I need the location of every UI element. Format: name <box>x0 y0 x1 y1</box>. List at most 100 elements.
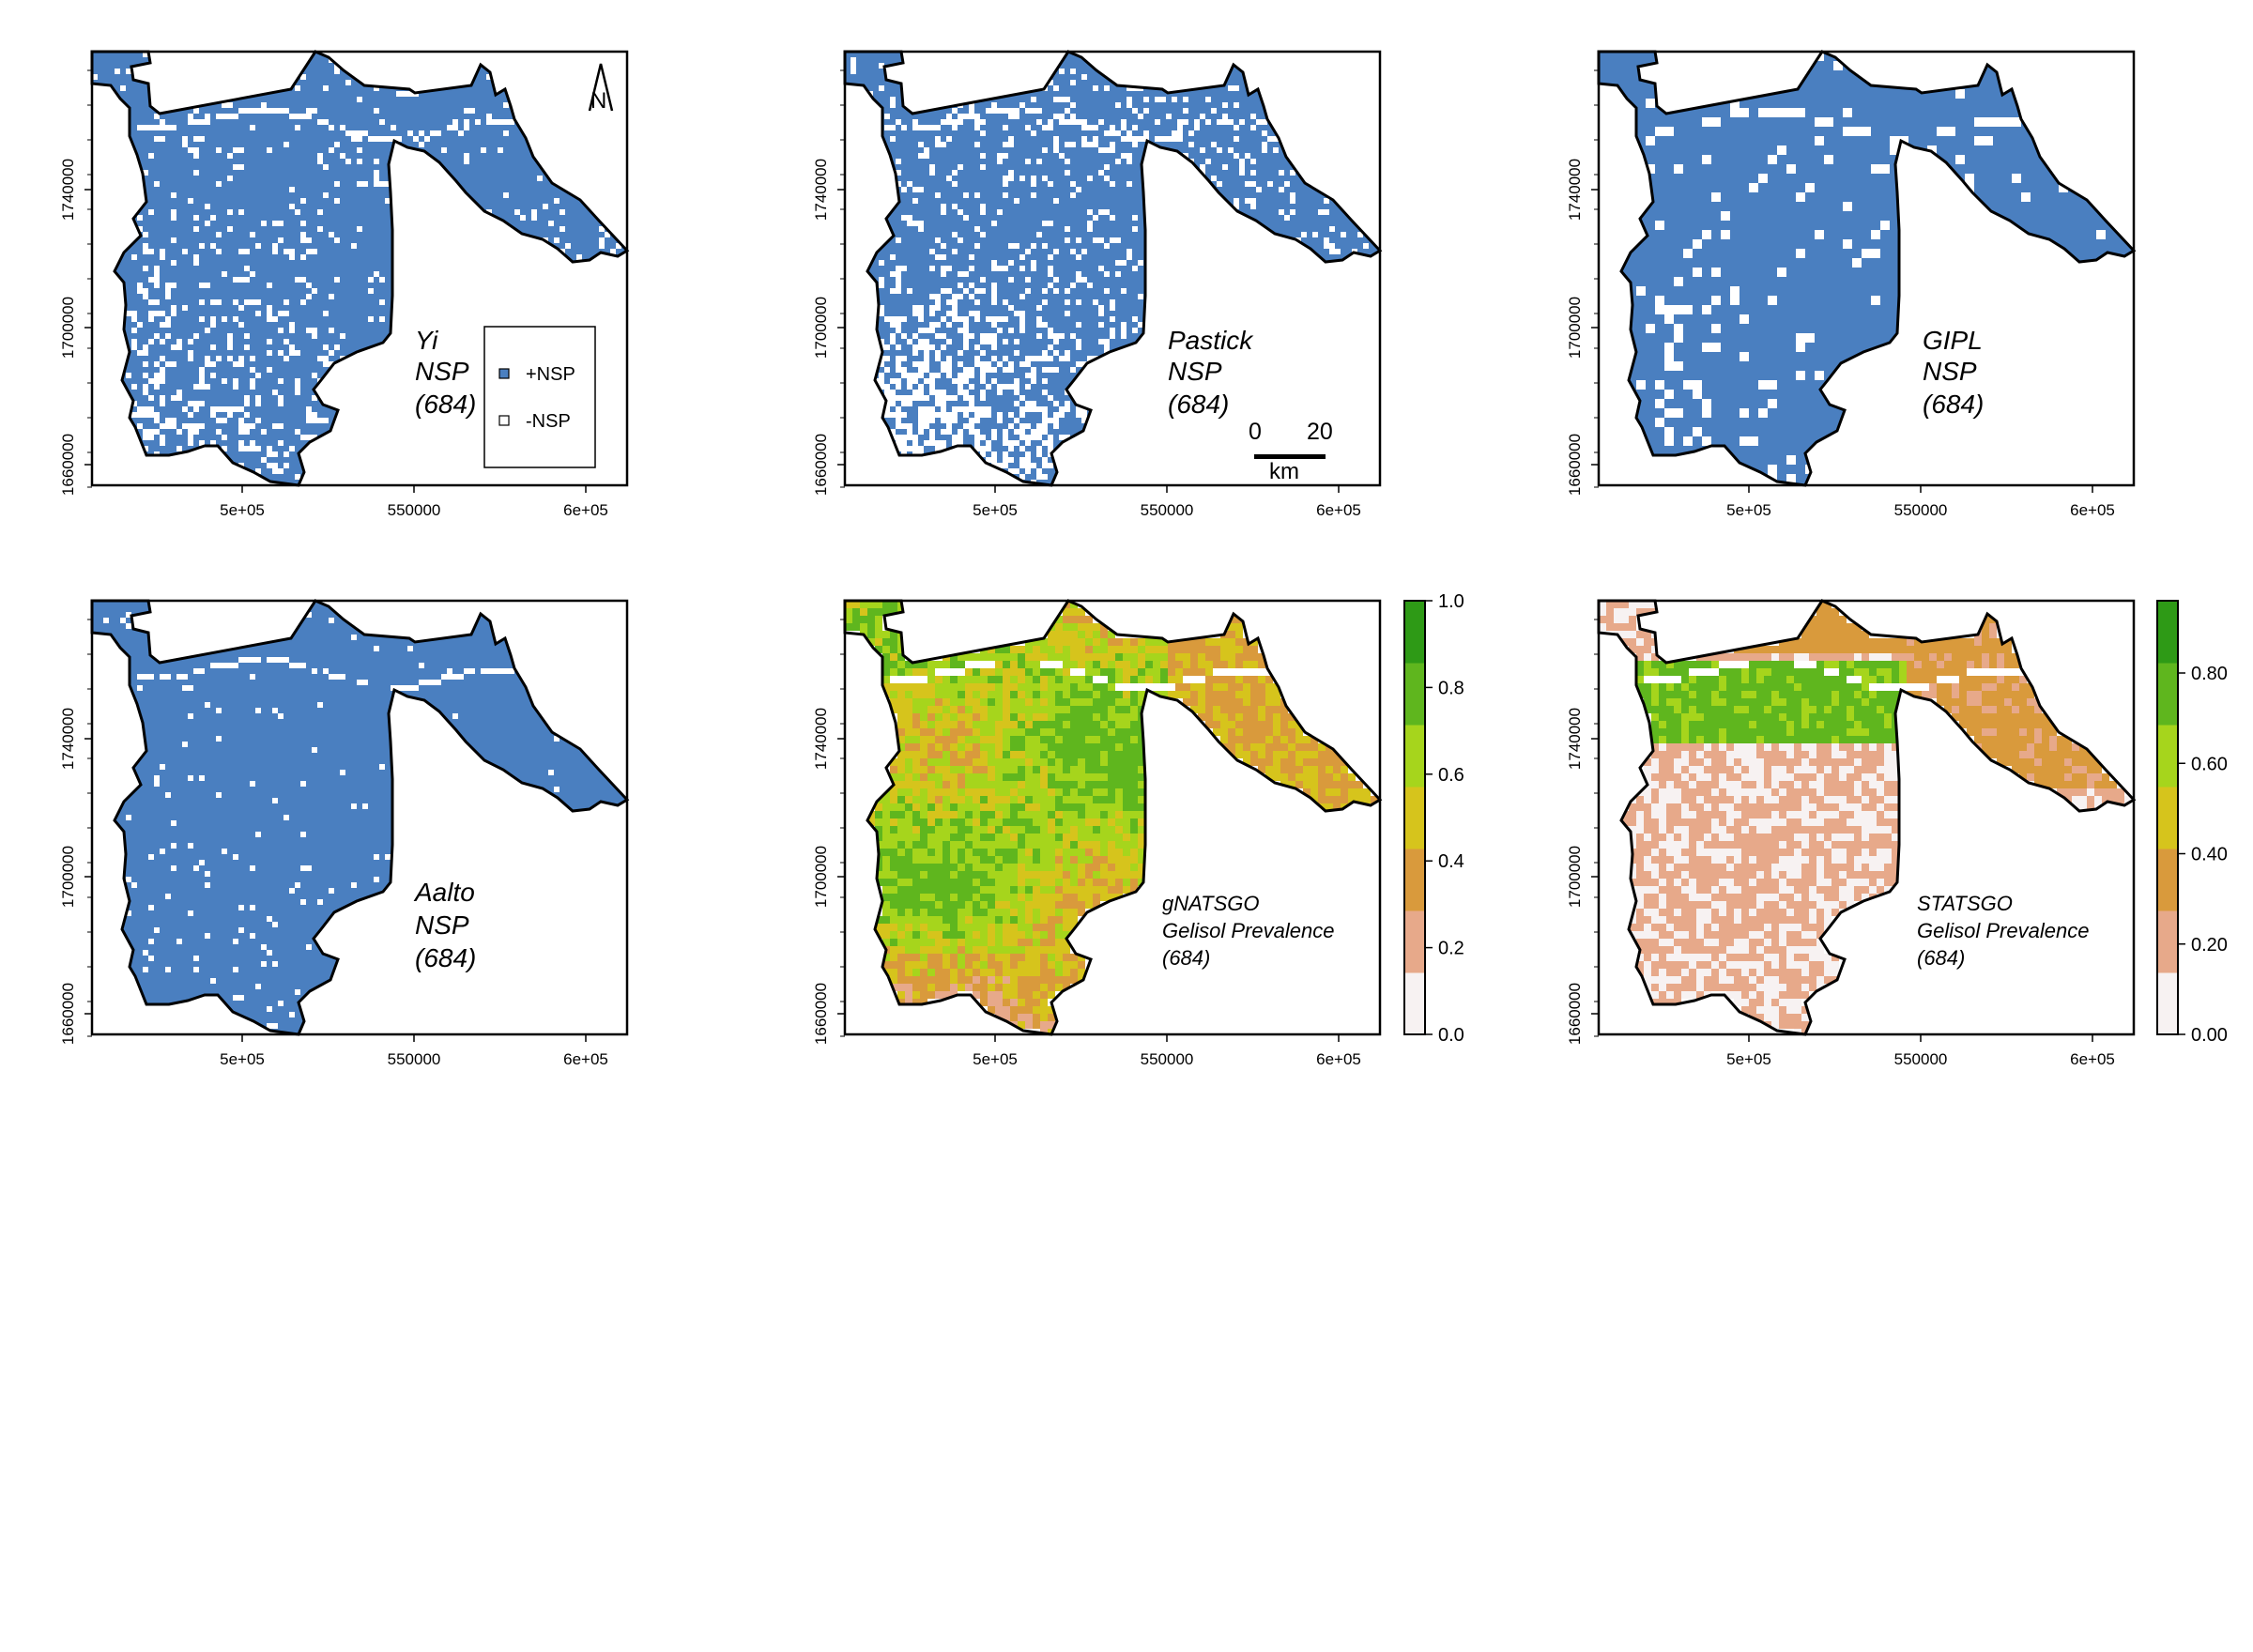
nsp-negative-cell <box>1740 408 1749 418</box>
nsp-negative-cell <box>991 344 997 350</box>
prevalence-cell <box>1854 811 1862 818</box>
x-tick-label: 6e+05 <box>563 501 608 519</box>
prevalence-cell <box>950 683 958 691</box>
nsp-negative-cell <box>193 429 199 435</box>
prevalence-cell <box>965 961 973 969</box>
nsp-negative-cell <box>1076 406 1081 412</box>
nsp-negative-cell <box>980 333 986 339</box>
prevalence-cell <box>1862 638 1869 646</box>
nsp-negative-cell <box>1110 130 1115 136</box>
prevalence-cell <box>1704 683 1711 691</box>
nsp-negative-cell <box>1014 418 1019 423</box>
prevalence-cell <box>1756 736 1764 743</box>
nsp-negative-cell <box>1177 130 1183 136</box>
nsp-negative-cell <box>317 226 323 232</box>
prevalence-cell <box>1145 668 1153 676</box>
prevalence-cell <box>1070 864 1078 871</box>
prevalence-cell <box>2072 751 2079 758</box>
prevalence-cell <box>1764 676 1771 683</box>
prevalence-cell <box>867 638 875 646</box>
nsp-negative-cell <box>1014 311 1019 316</box>
prevalence-cell <box>1741 766 1749 773</box>
prevalence-cell <box>1108 721 1115 728</box>
prevalence-cell <box>912 796 920 803</box>
nsp-negative-cell <box>154 412 160 418</box>
nsp-negative-cell <box>896 271 901 277</box>
prevalence-cell <box>1318 751 1326 758</box>
prevalence-cell <box>1839 683 1847 691</box>
prevalence-cell <box>1644 698 1651 706</box>
prevalence-cell <box>852 601 860 608</box>
prevalence-cell <box>2072 766 2079 773</box>
prevalence-cell <box>1310 758 1318 766</box>
prevalence-cell <box>2102 788 2109 796</box>
prevalence-cell <box>1967 698 1974 706</box>
prevalence-cell <box>1764 713 1771 721</box>
prevalence-cell <box>1108 758 1115 766</box>
nsp-negative-cell <box>1758 380 1768 390</box>
prevalence-cell <box>1078 766 1085 773</box>
prevalence-cell <box>927 856 935 864</box>
nsp-negative-cell <box>143 232 148 237</box>
nsp-negative-cell <box>244 344 250 350</box>
prevalence-cell <box>927 916 935 924</box>
prevalence-cell <box>1764 796 1771 803</box>
prevalence-cell <box>890 826 897 834</box>
prevalence-cell <box>2109 788 2117 796</box>
nsp-negative-cell <box>1768 465 1777 474</box>
prevalence-cell <box>943 954 950 961</box>
nsp-negative-cell <box>918 423 924 429</box>
prevalence-cell <box>1003 691 1010 698</box>
nsp-negative-cell <box>165 894 171 899</box>
prevalence-cell <box>1078 811 1085 818</box>
nsp-negative-cell <box>289 187 295 192</box>
nsp-negative-cell <box>997 384 1003 390</box>
prevalence-cell <box>1719 773 1726 781</box>
prevalence-cell <box>1138 691 1145 698</box>
prevalence-cell <box>1809 623 1816 631</box>
prevalence-cell <box>1348 781 1356 788</box>
prevalence-cell <box>1025 841 1033 849</box>
prevalence-cell <box>1018 961 1025 969</box>
prevalence-cell <box>1048 1021 1055 1029</box>
nsp-negative-cell <box>143 429 148 435</box>
prevalence-cell <box>995 668 1003 676</box>
prevalence-cell <box>1892 818 1899 826</box>
nsp-negative-cell <box>160 322 165 328</box>
prevalence-cell <box>980 871 988 879</box>
prevalence-cell <box>1138 751 1145 758</box>
prevalence-cell <box>1018 1014 1025 1021</box>
prevalence-cell <box>1063 653 1070 661</box>
prevalence-cell <box>1033 856 1040 864</box>
prevalence-cell <box>1018 924 1025 931</box>
prevalence-cell <box>1884 661 1892 668</box>
prevalence-cell <box>1869 811 1877 818</box>
prevalence-cell <box>1824 811 1832 818</box>
prevalence-cell <box>1085 901 1093 909</box>
prevalence-cell <box>912 984 920 991</box>
nsp-negative-cell <box>2096 230 2106 239</box>
prevalence-cell <box>1025 976 1033 984</box>
prevalence-cell <box>1877 751 1884 758</box>
prevalence-cell <box>1974 713 1982 721</box>
nsp-negative-cell <box>1664 314 1674 324</box>
nsp-negative-cell <box>969 373 974 378</box>
nsp-negative-cell <box>991 288 997 294</box>
prevalence-cell <box>2094 788 2102 796</box>
nsp-negative-cell <box>407 685 413 691</box>
prevalence-cell <box>1295 758 1303 766</box>
prevalence-cell <box>1786 773 1794 781</box>
prevalence-cell <box>1063 841 1070 849</box>
prevalence-cell <box>1123 661 1130 668</box>
nsp-negative-cell <box>284 463 289 468</box>
nsp-negative-cell <box>896 395 901 401</box>
prevalence-cell <box>1070 713 1078 721</box>
prevalence-cell <box>958 661 965 668</box>
prevalence-cell <box>2072 758 2079 766</box>
nsp-negative-cell <box>1104 288 1110 294</box>
nsp-negative-cell <box>131 316 137 322</box>
nsp-negative-cell <box>941 344 946 350</box>
nsp-negative-cell <box>958 384 963 390</box>
nsp-negative-cell <box>486 668 492 674</box>
nsp-negative-cell <box>306 237 312 243</box>
